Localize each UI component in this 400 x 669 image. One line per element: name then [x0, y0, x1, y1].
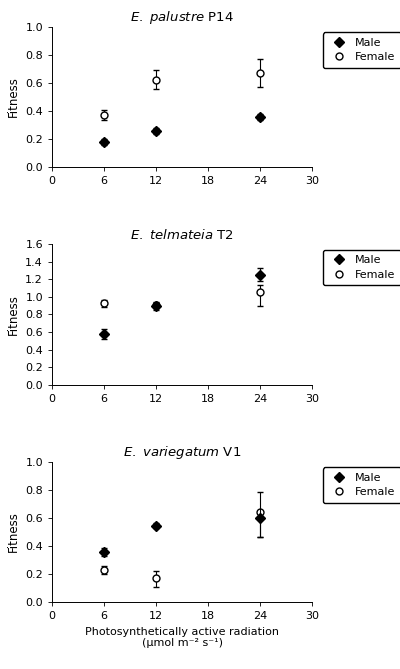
Legend: Male, Female: Male, Female	[323, 32, 400, 68]
Title: $\it{E.\ telmateia}$ T2: $\it{E.\ telmateia}$ T2	[130, 227, 234, 242]
Legend: Male, Female: Male, Female	[323, 468, 400, 503]
Title: $\it{E.\ palustre}$ P14: $\it{E.\ palustre}$ P14	[130, 9, 234, 26]
X-axis label: Photosynthetically active radiation
(μmol m⁻² s⁻¹): Photosynthetically active radiation (μmo…	[85, 627, 279, 648]
Y-axis label: Fitness: Fitness	[7, 76, 20, 117]
Title: $\it{E.\ variegatum}$ V1: $\it{E.\ variegatum}$ V1	[123, 444, 241, 461]
Y-axis label: Fitness: Fitness	[7, 294, 20, 335]
Legend: Male, Female: Male, Female	[323, 250, 400, 286]
Y-axis label: Fitness: Fitness	[7, 512, 20, 553]
